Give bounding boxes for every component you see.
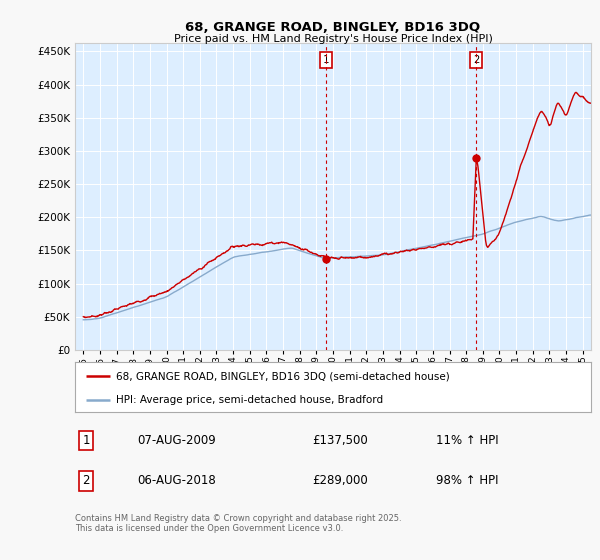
Text: 06-AUG-2018: 06-AUG-2018 bbox=[137, 474, 215, 487]
Text: 68, GRANGE ROAD, BINGLEY, BD16 3DQ: 68, GRANGE ROAD, BINGLEY, BD16 3DQ bbox=[185, 21, 481, 34]
Text: 1: 1 bbox=[83, 434, 90, 447]
Text: 11% ↑ HPI: 11% ↑ HPI bbox=[436, 434, 499, 447]
Text: 98% ↑ HPI: 98% ↑ HPI bbox=[436, 474, 499, 487]
Text: Contains HM Land Registry data © Crown copyright and database right 2025.
This d: Contains HM Land Registry data © Crown c… bbox=[75, 514, 401, 534]
Text: 2: 2 bbox=[473, 55, 479, 65]
Text: HPI: Average price, semi-detached house, Bradford: HPI: Average price, semi-detached house,… bbox=[116, 395, 383, 405]
Text: 2: 2 bbox=[83, 474, 90, 487]
Text: £137,500: £137,500 bbox=[313, 434, 368, 447]
Text: 07-AUG-2009: 07-AUG-2009 bbox=[137, 434, 215, 447]
Text: 68, GRANGE ROAD, BINGLEY, BD16 3DQ (semi-detached house): 68, GRANGE ROAD, BINGLEY, BD16 3DQ (semi… bbox=[116, 371, 450, 381]
Text: 1: 1 bbox=[323, 55, 329, 65]
Text: £289,000: £289,000 bbox=[313, 474, 368, 487]
Text: Price paid vs. HM Land Registry's House Price Index (HPI): Price paid vs. HM Land Registry's House … bbox=[173, 34, 493, 44]
